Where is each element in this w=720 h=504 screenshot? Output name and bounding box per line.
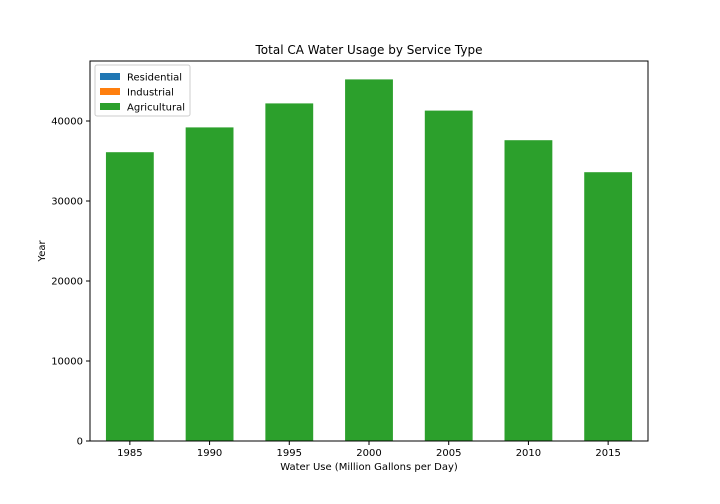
- y-tick-label: 0: [77, 437, 83, 448]
- x-tick-label: 1985: [117, 448, 142, 459]
- y-tick-label: 20000: [51, 277, 83, 288]
- bar-agricultural-2010: [504, 140, 553, 441]
- legend-swatch-agricultural: [100, 103, 120, 110]
- x-tick-label: 2010: [516, 448, 541, 459]
- y-tick-label: 30000: [51, 197, 83, 208]
- y-axis: 0 10000 20000 30000 40000: [51, 117, 90, 448]
- legend-label-agricultural: Agricultural: [127, 103, 185, 114]
- bar-agricultural-1995: [265, 103, 314, 442]
- x-tick-label: 2015: [595, 448, 620, 459]
- bar-agricultural-2015: [584, 172, 633, 441]
- x-axis: 1985 1990 1995 2000 2005 2010 2015: [117, 441, 621, 459]
- bar-agricultural-1985: [105, 152, 154, 441]
- y-tick-label: 10000: [51, 357, 83, 368]
- x-tick-label: 1995: [277, 448, 302, 459]
- x-tick-label: 1990: [197, 448, 222, 459]
- y-axis-label: Year: [37, 240, 48, 263]
- bar-agricultural-2000: [345, 79, 393, 442]
- legend-swatch-industrial: [100, 88, 120, 95]
- bar-agricultural-2005: [424, 110, 473, 441]
- bar-agricultural-1990: [185, 127, 234, 442]
- legend-swatch-residential: [100, 73, 120, 80]
- x-tick-label: 2005: [436, 448, 461, 459]
- legend-label-industrial: Industrial: [127, 88, 174, 99]
- chart-title: Total CA Water Usage by Service Type: [255, 43, 483, 57]
- x-tick-label: 2000: [356, 448, 381, 459]
- legend-label-residential: Residential: [127, 73, 182, 84]
- x-axis-label: Water Use (Million Gallons per Day): [280, 462, 458, 473]
- y-tick-label: 40000: [51, 117, 83, 128]
- bars-layer: [105, 79, 633, 442]
- legend: Residential Industrial Agricultural: [94, 64, 191, 117]
